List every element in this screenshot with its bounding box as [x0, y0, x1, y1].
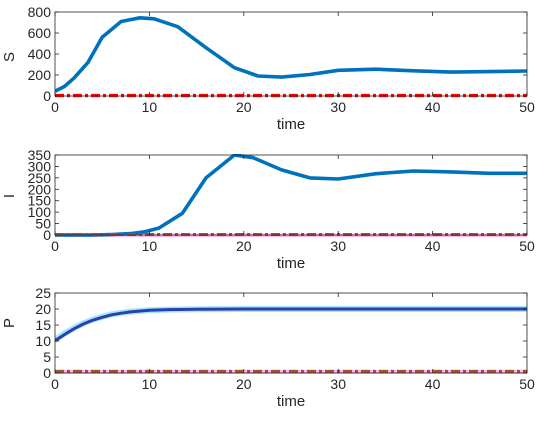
x-tick-label: 0 [51, 376, 59, 392]
y-tick-label: 20 [35, 301, 51, 317]
y-tick-label: 50 [35, 216, 51, 232]
y-tick-label: 100 [28, 204, 52, 220]
x-tick-label: 40 [425, 99, 441, 115]
x-tick-label: 0 [51, 238, 59, 254]
x-tick-label: 20 [236, 99, 252, 115]
y-tick-label: 800 [28, 4, 52, 20]
y-tick-label: 10 [35, 333, 51, 349]
x-tick-label: 0 [51, 99, 59, 115]
x-tick-label: 40 [425, 238, 441, 254]
x-tick-label: 30 [330, 376, 346, 392]
y-tick-label: 15 [35, 317, 51, 333]
y-axis-label: P [1, 318, 18, 328]
axes-box [54, 292, 528, 374]
x-tick-label: 20 [236, 376, 252, 392]
axes-box [54, 11, 528, 97]
y-tick-label: 0 [43, 227, 51, 243]
series-line-1 [55, 15, 527, 93]
y-tick-label: 0 [43, 88, 51, 104]
x-axis-label: time [277, 116, 305, 133]
y-axis-label: S [1, 52, 18, 62]
y-tick-label: 5 [43, 349, 51, 365]
x-axis-label: time [277, 255, 305, 272]
x-tick-label: 50 [519, 238, 535, 254]
subplot-S: 0 10 20 30 40 50 0 200 400 600 800 time S [1, 4, 535, 133]
x-tick-label: 30 [330, 238, 346, 254]
x-tick-label: 50 [519, 99, 535, 115]
y-tick-label: 250 [28, 170, 52, 186]
x-axis-label: time [277, 393, 305, 410]
x-tick-label: 10 [142, 376, 158, 392]
y-tick-label: 25 [35, 285, 51, 301]
y-tick-label: 600 [28, 25, 52, 41]
series-line-3 [55, 307, 527, 342]
y-axis-label: I [1, 194, 18, 198]
x-tick-label: 10 [142, 238, 158, 254]
y-tick-label: 400 [28, 46, 52, 62]
axes-box [54, 154, 528, 236]
series-line-2 [55, 154, 527, 237]
y-tick-label: 300 [28, 158, 52, 174]
x-tick-label: 20 [236, 238, 252, 254]
y-tick-label: 350 [28, 147, 52, 163]
x-tick-label: 50 [519, 376, 535, 392]
y-tick-label: 200 [28, 181, 52, 197]
y-tick-label: 0 [43, 365, 51, 381]
y-tick-label: 150 [28, 193, 52, 209]
x-tick-label: 10 [142, 99, 158, 115]
x-tick-label: 40 [425, 376, 441, 392]
x-tick-label: 30 [330, 99, 346, 115]
y-tick-label: 200 [28, 67, 52, 83]
